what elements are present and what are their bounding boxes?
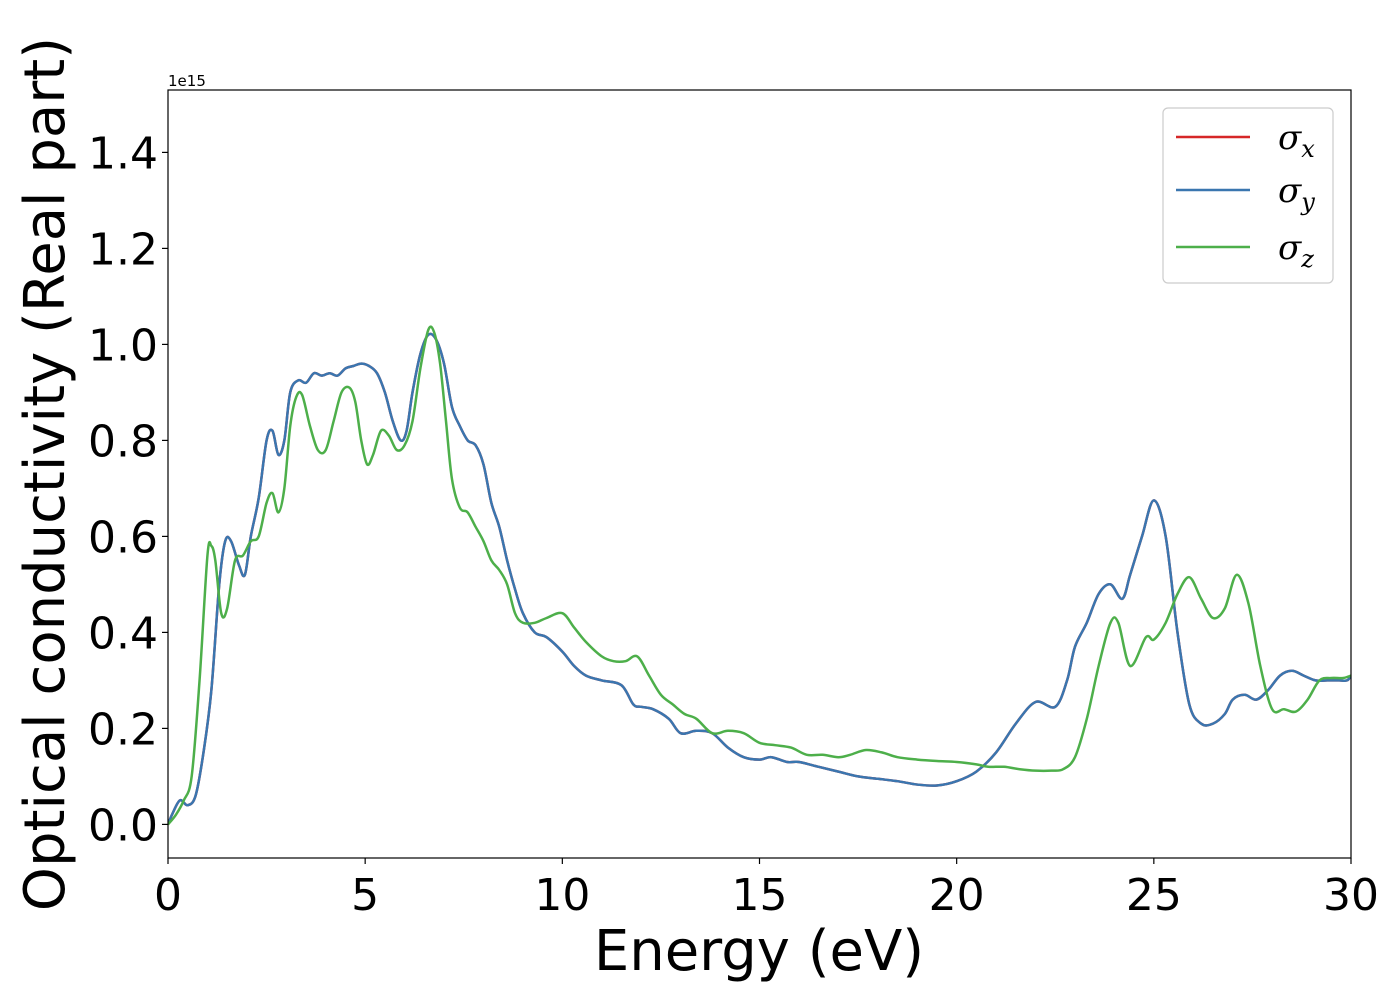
x-tick-label: 0: [154, 870, 182, 921]
plot-lines: [168, 325, 1351, 826]
legend-label-sigma-y: σy: [1278, 171, 1315, 216]
y-axis-title: Optical conductivity (Real part): [13, 37, 78, 911]
y-tick-label: 0.2: [88, 704, 158, 755]
x-tick-label: 30: [1323, 870, 1379, 921]
x-tick-label: 10: [534, 870, 590, 921]
y-tick-label: 0.6: [88, 512, 158, 563]
x-tick-label: 15: [732, 870, 788, 921]
y-tick-label: 1.4: [88, 128, 158, 179]
x-axis: 0 5 10 15 20 25 30: [154, 858, 1379, 921]
legend-box: [1162, 107, 1334, 284]
y-axis: 0.0 0.2 0.4 0.6 0.8 1.0 1.2 1.4: [88, 128, 168, 851]
x-tick-label: 25: [1126, 870, 1182, 921]
y-tick-label: 0.0: [88, 800, 158, 851]
legend-label-sigma-z: σz: [1278, 228, 1314, 273]
x-axis-title: Energy (eV): [594, 919, 924, 984]
x-tick-label: 5: [351, 870, 379, 921]
y-tick-label: 0.8: [88, 416, 158, 467]
legend-label-sigma-x: σx: [1278, 118, 1315, 163]
x-tick-label: 20: [929, 870, 985, 921]
series-line-sigma-y: [168, 332, 1351, 825]
series-line-sigma-z: [168, 325, 1351, 826]
y-offset-text: 1e15: [168, 72, 206, 90]
y-tick-label: 1.0: [88, 320, 158, 371]
y-tick-label: 1.2: [88, 224, 158, 275]
legend: σx σy σz: [1162, 107, 1334, 284]
y-tick-label: 0.4: [88, 608, 158, 659]
